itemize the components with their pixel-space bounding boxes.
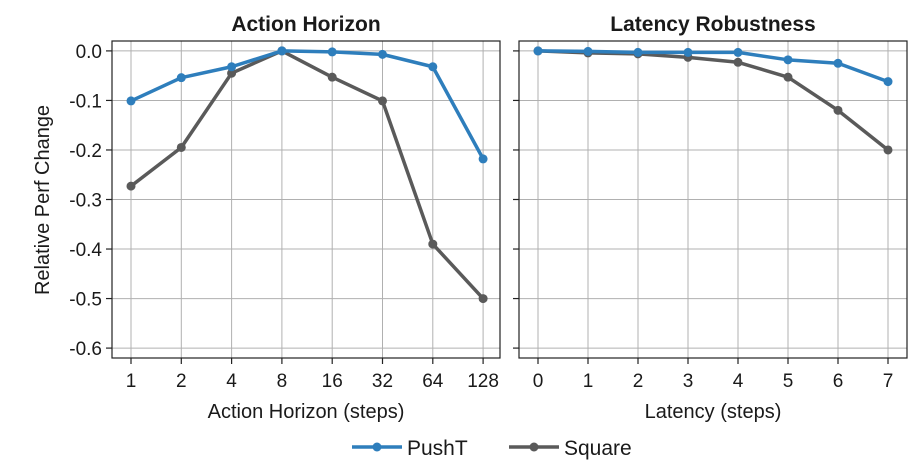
x-tick-label: 128 [467, 371, 499, 392]
data-point-square [327, 72, 337, 82]
x-tick-label: 0 [533, 371, 544, 392]
y-tick-label: 0.0 [76, 42, 102, 63]
legend-marker-pusht [372, 442, 382, 452]
x-tick-label: 32 [372, 371, 393, 392]
x-tick-label: 7 [883, 371, 894, 392]
gridlines [519, 41, 907, 358]
x-tick-label: 2 [176, 371, 187, 392]
y-axis-label: Relative Perf Change [32, 105, 54, 295]
data-point-square [783, 72, 793, 82]
y-tick-label: -0.2 [69, 141, 102, 162]
data-point-square [176, 142, 186, 152]
series-square [126, 46, 488, 304]
x-axis-label-latency: Latency (steps) [645, 401, 782, 423]
legend-label-square: Square [564, 437, 632, 460]
data-point-square [733, 57, 743, 67]
data-point-pusht [883, 77, 893, 87]
data-point-pusht [783, 55, 793, 65]
x-tick-label: 4 [226, 371, 237, 392]
x-tick-label: 4 [733, 371, 744, 392]
x-tick-label: 1 [583, 371, 594, 392]
x-tick-label: 64 [422, 371, 444, 392]
y-tick-label: -0.6 [69, 339, 102, 360]
series-pusht [126, 46, 488, 164]
y-tick-label: -0.1 [69, 91, 102, 112]
data-point-pusht [327, 47, 337, 57]
data-point-pusht [733, 47, 743, 57]
data-point-pusht [378, 49, 387, 59]
data-point-square [883, 145, 893, 155]
data-point-square [428, 239, 438, 249]
x-axis-label-action-horizon: Action Horizon (steps) [208, 401, 405, 423]
data-point-square [227, 68, 237, 78]
legend: PushT Square [352, 437, 632, 460]
data-point-pusht [277, 46, 287, 56]
panel-title-latency-robustness: Latency Robustness [610, 13, 815, 36]
data-point-pusht [227, 62, 237, 72]
x-tick-label: 16 [322, 371, 343, 392]
data-point-pusht [583, 46, 593, 56]
series-pusht [533, 46, 893, 87]
x-tick-label: 5 [783, 371, 794, 392]
data-point-square [478, 294, 488, 304]
data-point-pusht [478, 154, 488, 164]
data-point-pusht [683, 47, 693, 57]
gridlines [112, 41, 500, 358]
data-point-square [126, 181, 136, 191]
x-tick-label: 6 [833, 371, 844, 392]
data-point-pusht [633, 47, 643, 57]
data-point-pusht [176, 73, 186, 83]
x-tick-label: 3 [683, 371, 694, 392]
series-line-pusht [536, 49, 890, 84]
data-point-pusht [126, 96, 136, 106]
legend-marker-square [529, 442, 539, 452]
series-line-square [129, 49, 485, 301]
data-point-pusht [428, 62, 438, 72]
panel-action-horizon: Action Horizon Relative Perf Change Acti… [32, 13, 501, 423]
data-point-square [378, 96, 387, 106]
data-point-pusht [833, 58, 843, 68]
data-point-pusht [533, 46, 543, 56]
panel-latency-robustness: Latency Robustness Latency (steps) 0 1 2 3 4… [513, 13, 908, 423]
legend-label-pusht: PushT [407, 437, 468, 460]
data-point-square [833, 105, 843, 115]
x-tick-label: 1 [126, 371, 137, 392]
panel-title-action-horizon: Action Horizon [231, 13, 380, 36]
y-tick-label: -0.4 [69, 240, 102, 261]
y-tick-label: -0.5 [69, 290, 102, 311]
y-tick-label: -0.3 [69, 191, 102, 212]
x-tick-label: 2 [633, 371, 644, 392]
series-line-pusht [129, 49, 485, 161]
x-tick-label: 8 [277, 371, 288, 392]
